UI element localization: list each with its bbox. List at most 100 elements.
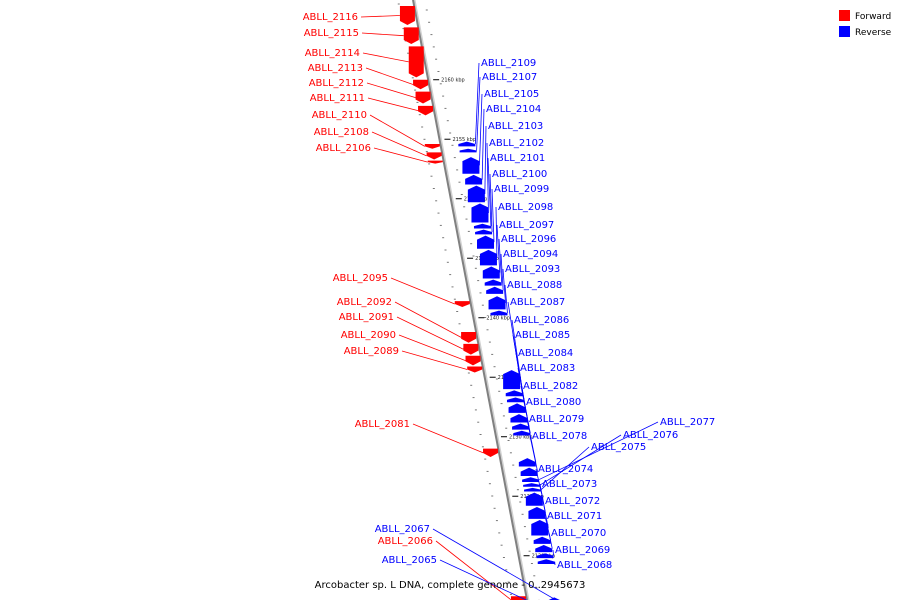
- gene-label[interactable]: ABLL_2095: [333, 273, 388, 284]
- gene-label[interactable]: ABLL_2093: [505, 264, 560, 275]
- gene-label[interactable]: ABLL_2110: [312, 110, 367, 121]
- gene-abll-2109[interactable]: [458, 141, 476, 147]
- gene-abll-2072[interactable]: [531, 520, 549, 536]
- gene-abll-2105[interactable]: [462, 157, 480, 174]
- gene-abll-2090[interactable]: [465, 355, 481, 366]
- gene-label[interactable]: ABLL_2083: [520, 363, 575, 374]
- gene-label[interactable]: ABLL_2069: [555, 545, 610, 556]
- gene-abll-2069[interactable]: [536, 553, 554, 559]
- gene-abll-2095[interactable]: [454, 301, 470, 308]
- gene-abll-2106[interactable]: [427, 160, 443, 164]
- gene-abll-2080[interactable]: [513, 430, 531, 436]
- gene-label[interactable]: ABLL_2116: [303, 12, 358, 23]
- gene-label[interactable]: ABLL_2078: [532, 431, 587, 442]
- gene-abll-2085[interactable]: [506, 397, 524, 403]
- gene-label[interactable]: ABLL_2105: [484, 89, 539, 100]
- gene-abll-2075[interactable]: [524, 487, 542, 492]
- gene-abll-2115[interactable]: [403, 27, 419, 45]
- gene-abll-2076[interactable]: [523, 483, 541, 487]
- gene-label[interactable]: ABLL_2086: [514, 315, 569, 326]
- gene-abll-2079[interactable]: [518, 458, 536, 467]
- gene-abll-2086[interactable]: [505, 390, 523, 397]
- gene-abll-2068[interactable]: [537, 559, 555, 565]
- gene-abll-2098[interactable]: [479, 249, 497, 266]
- gene-label[interactable]: ABLL_2099: [494, 184, 549, 195]
- gene-label[interactable]: ABLL_2113: [308, 63, 363, 74]
- gene-label[interactable]: ABLL_2091: [339, 312, 394, 323]
- gene-abll-2111[interactable]: [418, 105, 434, 116]
- gene-label[interactable]: ABLL_2096: [501, 234, 556, 245]
- gene-label[interactable]: ABLL_2065: [382, 555, 437, 566]
- gene-label[interactable]: ABLL_2109: [481, 58, 536, 69]
- gene-abll-2108[interactable]: [426, 152, 442, 160]
- gene-abll-2082[interactable]: [512, 423, 530, 430]
- gene-label[interactable]: ABLL_2089: [344, 346, 399, 357]
- gene-label[interactable]: ABLL_2081: [355, 419, 410, 430]
- gene-label[interactable]: ABLL_2112: [309, 78, 364, 89]
- gene-label[interactable]: ABLL_2079: [529, 414, 584, 425]
- gene-abll-2116[interactable]: [399, 5, 415, 25]
- gene-label[interactable]: ABLL_2090: [341, 330, 396, 341]
- gene-label[interactable]: ABLL_2066: [378, 536, 433, 547]
- gene-label[interactable]: ABLL_2071: [547, 511, 602, 522]
- gene-abll-2112[interactable]: [415, 91, 431, 104]
- gene-label[interactable]: ABLL_2085: [515, 330, 570, 341]
- gene-abll-2104[interactable]: [465, 174, 483, 185]
- gene-abll-2094[interactable]: [486, 286, 504, 294]
- gene-abll-2089[interactable]: [467, 366, 483, 373]
- gene-label[interactable]: ABLL_2074: [538, 464, 593, 475]
- gene-abll-2066[interactable]: [510, 596, 526, 600]
- gene-label[interactable]: ABLL_2111: [310, 93, 365, 104]
- gene-label[interactable]: ABLL_2080: [526, 397, 581, 408]
- gene-label[interactable]: ABLL_2087: [510, 297, 565, 308]
- gene-label[interactable]: ABLL_2076: [623, 430, 678, 441]
- gene-label[interactable]: ABLL_2084: [518, 348, 573, 359]
- gene-label[interactable]: ABLL_2075: [591, 442, 646, 453]
- gene-label[interactable]: ABLL_2102: [489, 138, 544, 149]
- gene-label[interactable]: ABLL_2114: [305, 48, 360, 59]
- gene-label[interactable]: ABLL_2094: [503, 249, 558, 260]
- gene-abll-2073[interactable]: [528, 506, 546, 519]
- gene-label[interactable]: ABLL_2097: [499, 220, 554, 231]
- gene-label[interactable]: ABLL_2082: [523, 381, 578, 392]
- gene-label[interactable]: ABLL_2115: [304, 28, 359, 39]
- gene-abll-2093[interactable]: [488, 296, 506, 310]
- gene-abll-2107[interactable]: [459, 148, 477, 153]
- gene-label[interactable]: ABLL_2101: [490, 153, 545, 164]
- gene-abll-2091[interactable]: [463, 343, 479, 355]
- gene-abll-2101[interactable]: [473, 223, 491, 229]
- gene-abll-2110[interactable]: [424, 143, 440, 149]
- gene-label[interactable]: ABLL_2107: [482, 72, 537, 83]
- gene-label[interactable]: ABLL_2103: [488, 121, 543, 132]
- gene-abll-2083[interactable]: [510, 414, 528, 423]
- gene-label[interactable]: ABLL_2072: [545, 496, 600, 507]
- gene-abll-2081[interactable]: [483, 448, 499, 457]
- gene-abll-2071[interactable]: [533, 536, 551, 544]
- gene-abll-2103[interactable]: [467, 185, 485, 203]
- gene-abll-2070[interactable]: [535, 545, 553, 553]
- gene-abll-2074[interactable]: [525, 492, 543, 506]
- gene-label[interactable]: ABLL_2068: [557, 560, 612, 571]
- gene-abll-2092[interactable]: [461, 332, 477, 343]
- gene-label[interactable]: ABLL_2073: [542, 479, 597, 490]
- gene-label[interactable]: ABLL_2088: [507, 280, 562, 291]
- gene-label[interactable]: ABLL_2077: [660, 417, 715, 428]
- gene-label[interactable]: ABLL_2092: [337, 297, 392, 308]
- gene-label[interactable]: ABLL_2104: [486, 104, 541, 115]
- gene-abll-2099[interactable]: [477, 235, 495, 249]
- gene-label[interactable]: ABLL_2098: [498, 202, 553, 213]
- gene-abll-2087[interactable]: [503, 370, 521, 390]
- gene-abll-2113[interactable]: [413, 79, 429, 90]
- gene-label[interactable]: ABLL_2106: [316, 143, 371, 154]
- gene-abll-2097[interactable]: [482, 266, 500, 279]
- gene-label[interactable]: ABLL_2067: [375, 524, 430, 535]
- gene-abll-2078[interactable]: [520, 467, 538, 476]
- gene-abll-2102[interactable]: [471, 203, 489, 223]
- gene-label[interactable]: ABLL_2108: [314, 127, 369, 138]
- gene-abll-2088[interactable]: [490, 310, 508, 316]
- gene-label[interactable]: ABLL_2070: [551, 528, 606, 539]
- gene-label[interactable]: ABLL_2100: [492, 169, 547, 180]
- gene-abll-2084[interactable]: [508, 403, 526, 413]
- gene-abll-2114[interactable]: [408, 46, 424, 78]
- gene-abll-2096[interactable]: [484, 279, 502, 286]
